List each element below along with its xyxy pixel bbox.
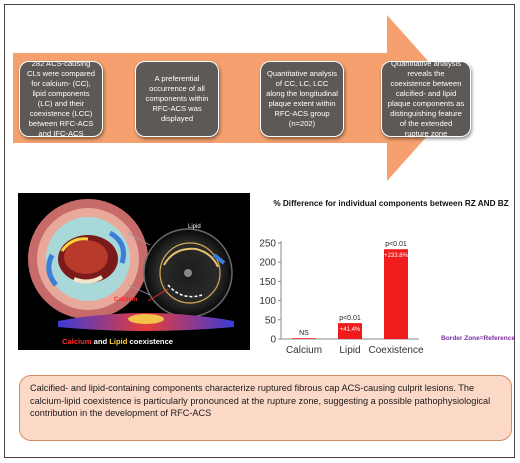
caption-and: and (91, 337, 110, 346)
figure-frame: 282 ACS-causing CLs were compared for ca… (4, 4, 515, 458)
vessel-illustration-art (28, 199, 234, 331)
chart-title: % Difference for individual components b… (273, 199, 509, 208)
reference-annotation: Border Zone=Reference (441, 335, 515, 342)
step-2-text: A preferential occurrence of all compone… (145, 74, 209, 123)
category-label-coexistence: Coexistence (368, 345, 423, 356)
p-value-calcium: NS (299, 330, 309, 337)
step-box-2: A preferential occurrence of all compone… (135, 61, 219, 137)
step-1-text: 282 ACS-causing CLs were compared for ca… (27, 59, 95, 138)
bar-calcium (292, 338, 316, 339)
caption-lipid: Lipid (109, 337, 128, 346)
step-box-4: Quantitative analysis reveals the coexis… (381, 59, 471, 138)
p-value-coexistence: p<0.01 (385, 241, 407, 248)
y-tick-label: 200 (259, 258, 276, 269)
y-tick-label: 0 (270, 335, 276, 346)
step-3-text: Quantitative analysis of CC, LC, LCC alo… (266, 69, 338, 128)
bar-lipid (338, 323, 362, 339)
calcium-label: Calcium (114, 297, 138, 303)
y-tick-label: 50 (265, 315, 277, 326)
conclusion-box: Calcified- and lipid-containing componen… (19, 375, 512, 441)
image-caption: Calcium and Lipid coexistence (62, 337, 173, 346)
category-label-lipid: Lipid (339, 345, 360, 356)
step-4-text: Quantitative analysis reveals the coexis… (387, 59, 465, 138)
step-box-1: 282 ACS-causing CLs were compared for ca… (19, 59, 103, 138)
arrow-shape (13, 15, 461, 181)
y-tick-label: 250 (259, 239, 276, 250)
p-value-lipid: p<0.01 (339, 315, 361, 322)
conclusion-text: Calcified- and lipid-containing componen… (30, 383, 491, 418)
workflow-arrow (13, 15, 461, 181)
y-tick-label: 100 (259, 296, 276, 307)
y-tick-label: 150 (259, 277, 276, 288)
bar-coexistence (384, 249, 408, 339)
vessel-illustration: Lipid Calcium Calcium and Lipid coexiste… (18, 193, 250, 350)
step-box-3: Quantitative analysis of CC, LC, LCC alo… (260, 61, 344, 137)
caption-coexistence: coexistence (127, 337, 174, 346)
bar-chart: 0 50 100 150 200 250 NS Calcium +41.4% p<0.01 Lipi… (251, 233, 520, 365)
caption-calcium: Calcium (62, 337, 92, 346)
data-label-coexistence: +233.8% (384, 253, 409, 259)
bar-chart-svg: 0 50 100 150 200 250 NS Calcium +41.4% p<0.01 Lipi… (259, 239, 515, 357)
lipid-label: Lipid (188, 224, 201, 230)
data-label-lipid: +41.4% (340, 327, 361, 333)
category-label-calcium: Calcium (286, 345, 322, 356)
